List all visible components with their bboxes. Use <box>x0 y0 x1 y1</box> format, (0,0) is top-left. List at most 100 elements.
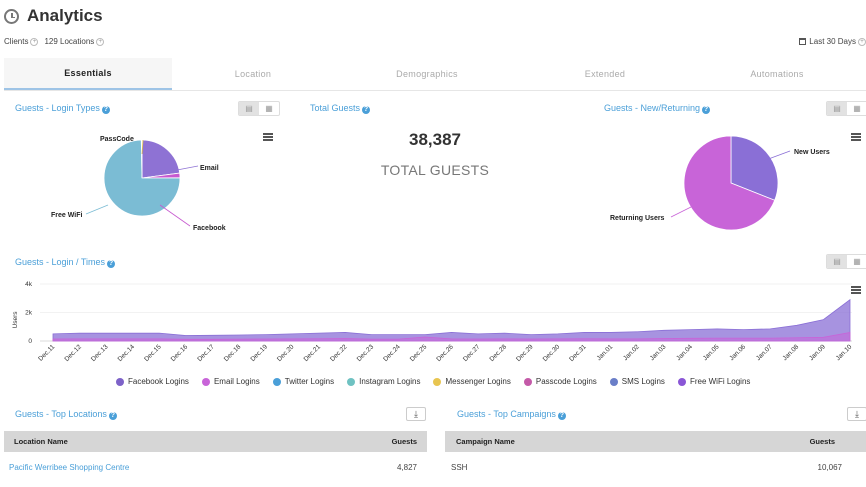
add-icon: + <box>96 37 105 46</box>
help-icon[interactable]: ? <box>362 106 371 114</box>
campaign-name: SSH <box>451 463 468 472</box>
legend-dot-icon <box>201 377 210 386</box>
pie-slice-free-wifi[interactable] <box>103 139 181 217</box>
help-icon[interactable]: ? <box>107 260 116 268</box>
y-tick-label: 0 <box>28 338 32 345</box>
tabs-divider <box>4 90 866 91</box>
page-title: Analytics <box>27 6 103 25</box>
legend-item[interactable]: SMS Logins <box>609 377 665 386</box>
campaign-name-column-header[interactable]: Campaign Name <box>456 437 515 446</box>
pie-slice-passcode[interactable] <box>140 139 143 179</box>
location-name-link[interactable]: Pacific Werribee Shopping Centre <box>9 463 130 472</box>
tab-essentials[interactable]: Essentials <box>4 58 172 90</box>
chart-view-icon[interactable]: ▤ <box>827 255 847 268</box>
total-guests-title-text: Total Guests <box>310 103 361 113</box>
total-guests-value: 38,387 <box>409 130 461 149</box>
table-row: Pacific Werribee Shopping Centre 4,827 <box>4 458 427 478</box>
login-types-title: Guests - Login Types? <box>15 103 110 114</box>
date-range-selector[interactable]: Last 30 Days + <box>799 37 866 46</box>
download-button[interactable]: ⤓ <box>847 407 866 421</box>
legend-item[interactable]: Email Logins <box>201 377 260 386</box>
legend-item[interactable]: Messenger Logins <box>433 377 511 386</box>
x-tick-label: Dec.22 <box>329 343 349 363</box>
legend-item[interactable]: Free WiFi Logins <box>677 377 751 386</box>
x-tick-label: Dec.23 <box>356 343 376 363</box>
login-times-legend: Facebook Logins Email Logins Twitter Login… <box>116 377 763 386</box>
tab-demographics[interactable]: Demographics <box>396 69 458 79</box>
locations-table-header: Location Name Guests <box>4 431 427 452</box>
legend-item[interactable]: Passcode Logins <box>523 377 597 386</box>
returning-users-leader <box>670 204 696 218</box>
chart-menu-icon[interactable] <box>851 133 861 141</box>
new-returning-title-text: Guests - New/Returning <box>604 103 701 113</box>
legend-dot-icon <box>347 377 356 386</box>
legend-dot-icon <box>116 377 124 386</box>
pie-slice-new-users[interactable] <box>730 135 779 201</box>
x-tick-label: Jan.10 <box>835 343 854 362</box>
chart-view-icon[interactable]: ▤ <box>239 102 259 115</box>
pie-slice-email[interactable] <box>141 139 181 179</box>
free-wifi-pie-label: Free WiFi <box>51 212 82 219</box>
top-campaigns-title: Guests - Top Campaigns? <box>457 409 566 420</box>
download-icon: ⤓ <box>414 408 418 419</box>
help-icon[interactable]: ? <box>702 106 711 114</box>
legend-label: Free WiFi Logins <box>689 377 751 386</box>
campaign-guests-column-header[interactable]: Guests <box>809 437 835 446</box>
legend-dot-icon <box>677 377 686 386</box>
returning-users-pie-label: Returning Users <box>610 215 665 222</box>
add-icon: + <box>30 37 39 46</box>
legend-label: Messenger Logins <box>445 377 511 386</box>
x-tick-label: Dec.16 <box>170 343 190 363</box>
pie-slice-returning-users[interactable] <box>683 135 776 231</box>
help-icon[interactable]: ? <box>108 412 117 420</box>
free-wifi-leader <box>85 204 109 215</box>
x-tick-label: Jan.01 <box>596 343 615 362</box>
x-tick-label: Jan.06 <box>728 343 747 362</box>
x-tick-label: Dec.28 <box>489 343 509 363</box>
legend-item[interactable]: Instagram Logins <box>347 377 420 386</box>
y-tick-label: 4k <box>25 281 33 288</box>
tab-extended[interactable]: Extended <box>584 69 626 79</box>
legend-label: Email Logins <box>213 377 260 386</box>
table-view-icon[interactable]: ▦ <box>265 104 273 113</box>
x-tick-label: Jan.03 <box>649 343 668 362</box>
tab-location[interactable]: Location <box>234 69 272 79</box>
help-icon[interactable]: ? <box>101 106 110 114</box>
chart-menu-icon[interactable] <box>263 133 273 141</box>
chart-menu-icon[interactable] <box>851 286 861 294</box>
passcode-leader <box>141 139 144 155</box>
date-range-label: Last 30 Days <box>809 37 856 46</box>
x-tick-label: Dec.26 <box>435 343 455 363</box>
calendar-icon <box>799 38 807 45</box>
location-name-column-header[interactable]: Location Name <box>14 437 68 446</box>
x-tick-label: Dec.14 <box>117 343 137 363</box>
total-guests-title: Total Guests? <box>310 103 371 114</box>
location-guests-column-header[interactable]: Guests <box>391 437 417 446</box>
legend-item[interactable]: Facebook Logins <box>116 377 189 386</box>
download-button[interactable]: ⤓ <box>406 407 426 421</box>
x-tick-label: Jan.04 <box>675 343 694 362</box>
header: Analytics <box>4 6 103 26</box>
locations-filter[interactable]: 129 Locations + <box>44 37 105 46</box>
help-icon[interactable]: ? <box>557 412 566 420</box>
table-view-icon[interactable]: ▦ <box>853 104 861 113</box>
clients-filter[interactable]: Clients + <box>4 37 39 46</box>
clock-icon <box>4 8 19 24</box>
table-view-icon[interactable]: ▦ <box>853 257 861 266</box>
area-series-email-logins[interactable] <box>52 331 851 342</box>
x-tick-label: Dec.19 <box>249 343 269 363</box>
legend-item[interactable]: Twitter Logins <box>272 377 334 386</box>
facebook-leader <box>159 204 191 227</box>
x-tick-label: Dec.11 <box>37 343 56 362</box>
tab-automations[interactable]: Automations <box>750 69 804 79</box>
x-tick-label: Jan.05 <box>702 343 721 362</box>
x-tick-label: Dec.30 <box>542 343 562 363</box>
email-leader <box>176 165 199 171</box>
area-series-free-wifi-logins[interactable] <box>52 298 851 342</box>
x-tick-label: Jan.07 <box>755 343 774 362</box>
x-tick-label: Dec.18 <box>223 343 243 363</box>
chart-view-icon[interactable]: ▤ <box>827 102 847 115</box>
table-row: SSH 10,067 <box>445 458 866 478</box>
location-guests-value: 4,827 <box>396 463 417 472</box>
login-times-area-chart: Users 0 2k 4k Dec.11 Dec.12 Dec.13 Dec.14 Dec.… <box>12 281 854 363</box>
